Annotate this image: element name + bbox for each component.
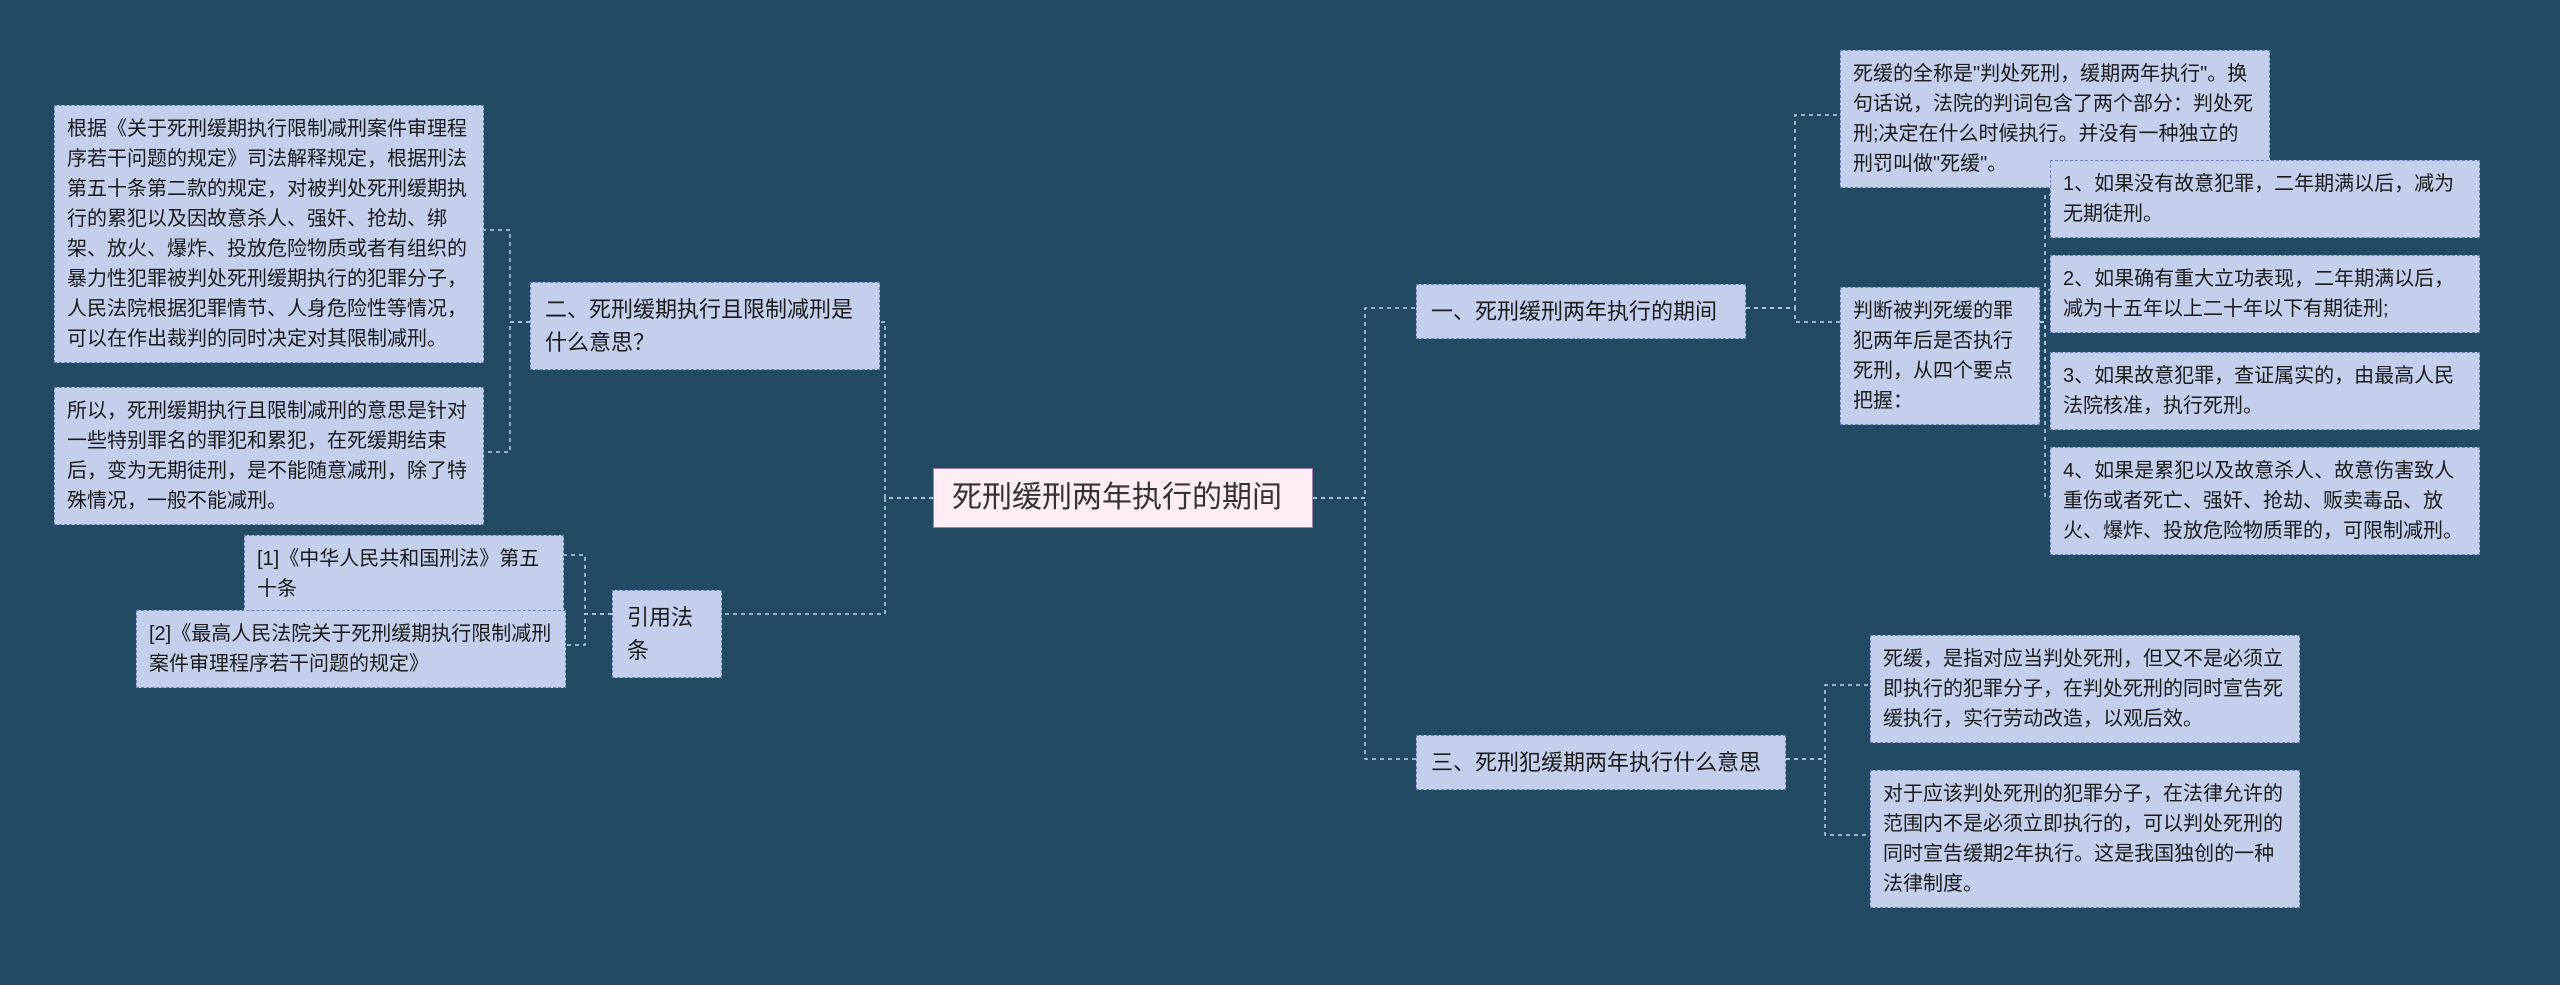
root-node: 死刑缓刑两年执行的期间	[933, 468, 1313, 528]
b1-point-3: 3、如果故意犯罪，查证属实的，由最高人民法院核准，执行死刑。	[2050, 352, 2480, 430]
branch-3: 三、死刑犯缓期两年执行什么意思	[1416, 735, 1786, 790]
b1-point-2: 2、如果确有重大立功表现，二年期满以后，减为十五年以上二十年以下有期徒刑;	[2050, 255, 2480, 333]
b1-point-1: 1、如果没有故意犯罪，二年期满以后，减为无期徒刑。	[2050, 160, 2480, 238]
branch-2: 二、死刑缓期执行且限制减刑是什么意思？	[530, 282, 880, 370]
b1-point-4: 4、如果是累犯以及故意杀人、故意伤害致人重伤或者死亡、强奸、抢劫、贩卖毒品、放火…	[2050, 447, 2480, 555]
b1-intro: 判断被判死缓的罪犯两年后是否执行死刑，从四个要点把握：	[1840, 287, 2040, 425]
b2-leaf-1: 根据《关于死刑缓期执行限制减刑案件审理程序若干问题的规定》司法解释规定，根据刑法…	[54, 105, 484, 363]
b4-leaf-2: [2]《最高人民法院关于死刑缓期执行限制减刑案件审理程序若干问题的规定》	[136, 610, 566, 688]
b4-leaf-1: [1]《中华人民共和国刑法》第五十条	[244, 535, 564, 613]
b2-leaf-2: 所以，死刑缓期执行且限制减刑的意思是针对一些特别罪名的罪犯和累犯，在死缓期结束后…	[54, 387, 484, 525]
branch-1: 一、死刑缓刑两年执行的期间	[1416, 284, 1746, 339]
branch-4: 引用法条	[612, 590, 722, 678]
b3-leaf-1: 死缓，是指对应当判处死刑，但又不是必须立即执行的犯罪分子，在判处死刑的同时宣告死…	[1870, 635, 2300, 743]
b3-leaf-2: 对于应该判处死刑的犯罪分子，在法律允许的范围内不是必须立即执行的，可以判处死刑的…	[1870, 770, 2300, 908]
